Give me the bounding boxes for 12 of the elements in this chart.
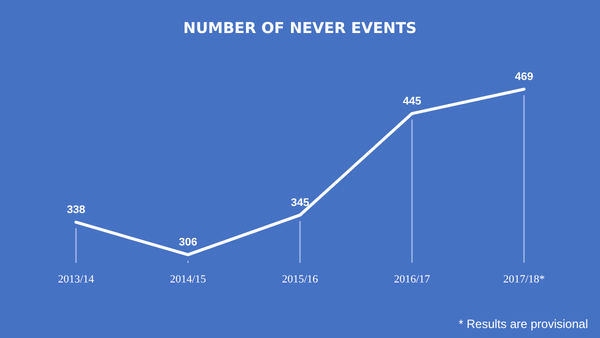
data-label: 338 [66, 204, 86, 216]
x-tick-label: 2016/17 [394, 273, 431, 286]
x-tick-label: 2017/18* [503, 273, 545, 286]
chart-title: NUMBER OF NEVER EVENTS [183, 18, 417, 37]
data-label: 306 [178, 236, 198, 249]
x-tick-label: 2013/14 [58, 273, 95, 286]
data-label: 445 [402, 96, 422, 108]
data-label: 469 [514, 71, 534, 84]
x-tick-label: 2015/16 [282, 273, 319, 286]
x-tick-label: 2014/15 [170, 273, 207, 286]
text: * Results are provisional [458, 317, 588, 331]
data-label: 345 [290, 197, 310, 210]
